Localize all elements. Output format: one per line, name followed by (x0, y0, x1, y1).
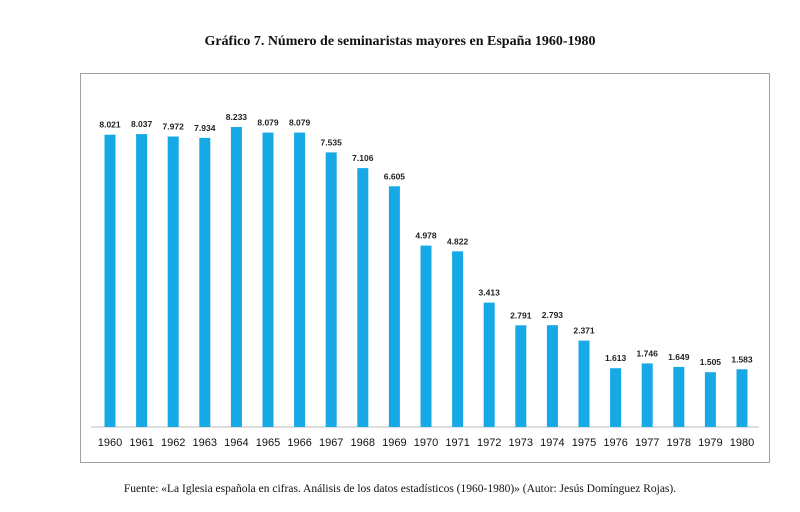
bar-1973 (515, 325, 527, 427)
value-label-1974: 2.793 (542, 310, 564, 320)
value-label-1976: 1.613 (605, 353, 627, 363)
value-label-1964: 8.233 (226, 112, 248, 122)
bar-1964 (230, 127, 242, 427)
bar-1970 (420, 245, 432, 427)
bar-1960 (104, 134, 116, 427)
value-label-1960: 8.021 (99, 120, 121, 130)
bar-1965 (262, 132, 274, 427)
x-tick-label-1975: 1975 (572, 437, 596, 449)
value-label-1970: 4.978 (415, 231, 437, 241)
value-label-1966: 8.079 (289, 118, 311, 128)
chart-source-note: Fuente: «La Iglesia española en cifras. … (123, 483, 677, 495)
x-tick-label-1964: 1964 (224, 437, 248, 449)
value-label-1971: 4.822 (447, 236, 469, 246)
bar-1975 (578, 340, 590, 427)
chart-title: Gráfico 7. Número de seminaristas mayore… (204, 34, 596, 49)
x-tick-label-1971: 1971 (445, 437, 469, 449)
x-tick-label-1968: 1968 (351, 437, 375, 449)
bar-1978 (673, 366, 685, 427)
value-label-1967: 7.535 (321, 137, 343, 147)
bar-chart: 8.021 8.037 7.972 7.934 8.233 8.079 8.079 7.535… (91, 112, 759, 449)
chart-frame: 8.021 8.037 7.972 7.934 8.233 8.079 8.079 7.535… (80, 73, 770, 463)
x-tick-label-1960: 1960 (98, 437, 122, 449)
bar-1979 (704, 372, 716, 427)
bar-1969 (388, 186, 400, 427)
bar-1974 (546, 325, 558, 427)
x-tick-label-1961: 1961 (129, 437, 153, 449)
bar-1967 (325, 152, 337, 427)
x-tick-label-1967: 1967 (319, 437, 343, 449)
x-tick-label-1974: 1974 (540, 437, 564, 449)
x-tick-label-1978: 1978 (667, 437, 691, 449)
value-label-1961: 8.037 (131, 119, 153, 129)
x-tick-label-1963: 1963 (193, 437, 217, 449)
x-tick-label-1972: 1972 (477, 437, 501, 449)
x-tick-label-1966: 1966 (287, 437, 311, 449)
bar-1963 (199, 137, 211, 427)
value-label-1977: 1.746 (637, 348, 659, 358)
x-tick-label-1977: 1977 (635, 437, 659, 449)
x-tick-label-1979: 1979 (698, 437, 722, 449)
value-label-1979: 1.505 (700, 357, 722, 367)
value-label-1972: 3.413 (479, 288, 501, 298)
x-tick-label-1970: 1970 (414, 437, 438, 449)
value-label-1969: 6.605 (384, 171, 406, 181)
bar-1980 (736, 369, 748, 427)
bar-1972 (483, 302, 495, 427)
bar-1977 (641, 363, 653, 427)
bar-1971 (452, 251, 464, 427)
x-tick-label-1973: 1973 (509, 437, 533, 449)
value-label-1965: 8.079 (257, 118, 279, 128)
x-tick-label-1976: 1976 (603, 437, 627, 449)
value-label-1978: 1.649 (668, 352, 690, 362)
bar-1968 (357, 168, 369, 427)
value-label-1962: 7.972 (163, 122, 185, 132)
value-label-1968: 7.106 (352, 153, 374, 163)
value-label-1975: 2.371 (573, 326, 595, 336)
bar-1976 (610, 368, 622, 427)
value-label-1980: 1.583 (731, 354, 753, 364)
x-tick-label-1980: 1980 (730, 437, 754, 449)
x-tick-label-1962: 1962 (161, 437, 185, 449)
bar-1966 (294, 132, 306, 427)
value-label-1963: 7.934 (194, 123, 216, 133)
x-tick-label-1969: 1969 (382, 437, 406, 449)
bar-1962 (167, 136, 179, 427)
value-label-1973: 2.791 (510, 310, 532, 320)
x-tick-label-1965: 1965 (256, 437, 280, 449)
bar-1961 (136, 134, 148, 427)
